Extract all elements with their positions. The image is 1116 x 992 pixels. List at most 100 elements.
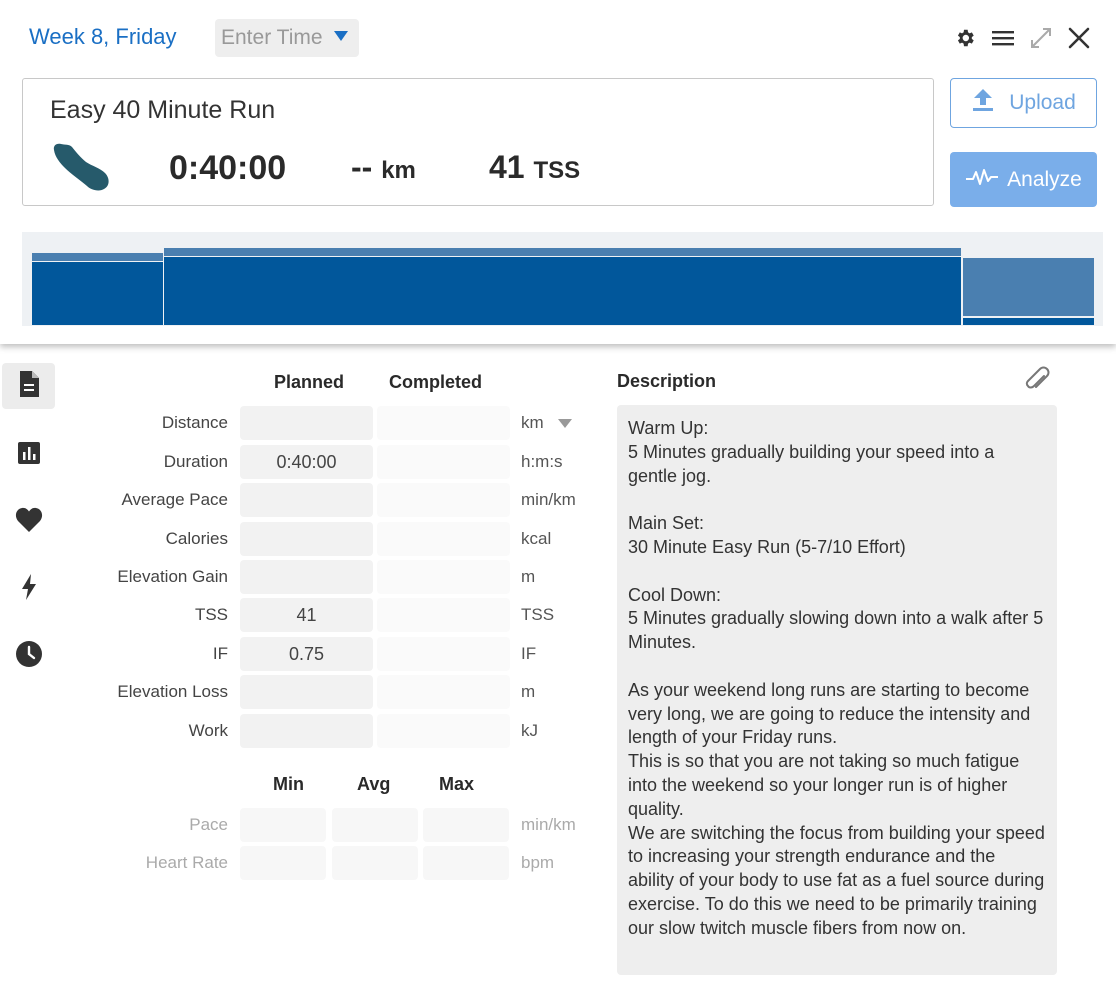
run-shoe-icon xyxy=(50,142,112,197)
dropdown-caret-icon xyxy=(334,31,348,41)
pulse-icon xyxy=(965,167,999,193)
distance-value: -- xyxy=(351,149,373,185)
elevation-gain-unit: m xyxy=(521,567,536,586)
expand-icon[interactable] xyxy=(1028,25,1054,51)
analyze-button[interactable]: Analyze xyxy=(950,152,1097,207)
planned-duration-stat: 0:40:00 xyxy=(169,149,287,187)
upload-button[interactable]: Upload xyxy=(950,78,1097,128)
chevron-down-icon[interactable] xyxy=(558,419,572,428)
tss-completed-input[interactable] xyxy=(377,598,510,632)
workout-structure-svg xyxy=(32,248,1094,325)
work-planned-input[interactable] xyxy=(240,714,373,748)
workout-structure-chart[interactable] xyxy=(22,232,1103,326)
elevation-gain-planned-input[interactable] xyxy=(240,560,373,594)
tss-value: 41 xyxy=(489,149,525,185)
if-completed-input[interactable] xyxy=(377,637,510,671)
tab-analysis[interactable] xyxy=(2,432,55,478)
duration-planned-input[interactable]: 0:40:00 xyxy=(240,445,373,479)
clock-icon xyxy=(15,640,43,673)
enter-time-placeholder: Enter Time xyxy=(221,26,323,49)
tab-heart-rate[interactable] xyxy=(2,499,55,545)
distance-stat: -- km xyxy=(351,149,416,186)
distance-planned-input[interactable] xyxy=(240,406,373,440)
elevation-gain-completed-input[interactable] xyxy=(377,560,510,594)
bar-chart-icon xyxy=(17,441,41,470)
detail-tabs-sidebar xyxy=(0,344,58,992)
calories-planned-input[interactable] xyxy=(240,522,373,556)
description-textarea[interactable]: Warm Up: 5 Minutes gradually building yo… xyxy=(617,405,1057,975)
work-label: Work xyxy=(188,721,228,740)
close-icon[interactable] xyxy=(1066,25,1092,51)
workout-header-panel: Week 8, Friday Enter Time Easy 40 Minute… xyxy=(0,0,1116,344)
elevation-loss-planned-input[interactable] xyxy=(240,675,373,709)
max-column-header: Max xyxy=(439,774,475,794)
document-icon xyxy=(18,370,40,403)
pace-min-input[interactable] xyxy=(240,808,326,842)
heart-icon xyxy=(15,507,43,538)
main-set-step-fill xyxy=(164,257,961,325)
calories-completed-input[interactable] xyxy=(377,522,510,556)
average-pace-unit: min/km xyxy=(521,490,576,509)
pace-max-input[interactable] xyxy=(423,808,509,842)
elevation-gain-label: Elevation Gain xyxy=(117,567,228,586)
tss-unit-label: TSS xyxy=(521,605,555,624)
warmup-step-bar xyxy=(32,253,163,261)
analyze-label: Analyze xyxy=(1007,167,1082,191)
elevation-loss-completed-input[interactable] xyxy=(377,675,510,709)
heart-rate-min-input[interactable] xyxy=(240,846,326,880)
upload-icon xyxy=(971,87,995,119)
average-pace-label: Average Pace xyxy=(121,490,228,509)
work-unit: kJ xyxy=(521,721,538,740)
heart-rate-avg-input[interactable] xyxy=(332,846,418,880)
distance-unit: km xyxy=(381,157,416,184)
distance-unit-select[interactable]: km xyxy=(521,413,544,432)
calories-label: Calories xyxy=(165,529,228,548)
elevation-loss-unit: m xyxy=(521,682,536,701)
enter-time-dropdown[interactable]: Enter Time xyxy=(215,19,359,57)
average-pace-planned-input[interactable] xyxy=(240,483,373,517)
pace-range-label: Pace xyxy=(189,815,228,834)
cooldown-step-bar xyxy=(963,318,1094,325)
window-controls xyxy=(952,25,1092,51)
lightning-icon xyxy=(21,573,37,605)
description-heading: Description xyxy=(617,371,717,391)
distance-completed-input[interactable] xyxy=(377,406,510,440)
heart-rate-range-unit: bpm xyxy=(521,853,555,872)
elevation-loss-label: Elevation Loss xyxy=(117,682,228,701)
duration-unit: h:m:s xyxy=(521,452,563,471)
work-completed-input[interactable] xyxy=(377,714,510,748)
workout-title: Easy 40 Minute Run xyxy=(50,96,276,124)
paperclip-icon[interactable] xyxy=(1024,366,1050,399)
tab-summary[interactable] xyxy=(2,363,55,409)
completed-column-header: Completed xyxy=(389,372,483,392)
duration-label: Duration xyxy=(163,452,228,471)
tab-power[interactable] xyxy=(2,566,55,612)
menu-icon[interactable] xyxy=(990,25,1016,51)
tss-label: TSS xyxy=(194,605,228,624)
tab-history[interactable] xyxy=(2,633,55,679)
cooldown-step-fill xyxy=(963,258,1094,316)
calories-unit: kcal xyxy=(521,529,552,548)
workout-summary-card: Easy 40 Minute Run 0:40:00 -- km 41 TSS xyxy=(22,78,934,206)
tss-stat: 41 TSS xyxy=(489,149,580,186)
if-unit: IF xyxy=(521,644,537,663)
distance-label: Distance xyxy=(161,413,228,432)
if-planned-input[interactable]: 0.75 xyxy=(240,637,373,671)
min-column-header: Min xyxy=(273,774,304,794)
warmup-step-fill xyxy=(32,262,163,325)
heart-rate-max-input[interactable] xyxy=(423,846,509,880)
week-day-title: Week 8, Friday xyxy=(29,24,177,49)
upload-label: Upload xyxy=(1009,91,1076,114)
main-set-step-bar xyxy=(164,248,961,256)
if-label: IF xyxy=(212,644,228,663)
average-pace-completed-input[interactable] xyxy=(377,483,510,517)
tss-unit: TSS xyxy=(533,157,581,184)
duration-completed-input[interactable] xyxy=(377,445,510,479)
pace-range-unit: min/km xyxy=(521,815,576,834)
gear-icon[interactable] xyxy=(952,25,978,51)
heart-rate-range-label: Heart Rate xyxy=(145,853,228,872)
planned-column-header: Planned xyxy=(274,372,345,392)
pace-avg-input[interactable] xyxy=(332,808,418,842)
tss-planned-input[interactable]: 41 xyxy=(240,598,373,632)
avg-column-header: Avg xyxy=(357,774,391,794)
